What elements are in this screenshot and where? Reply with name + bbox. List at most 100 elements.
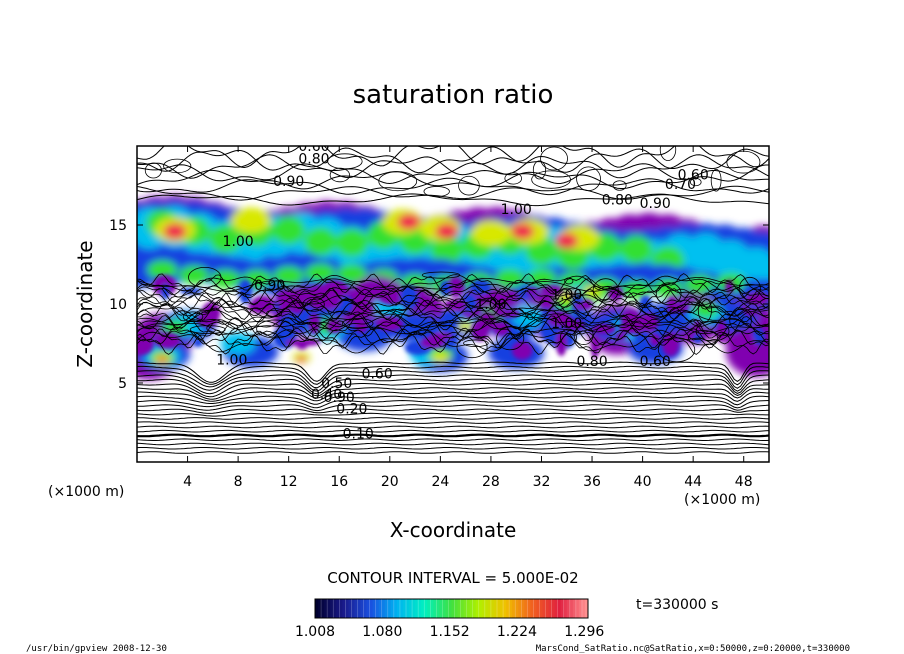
saturation-blob <box>305 263 336 283</box>
saturation-blob <box>238 279 253 305</box>
contour-line <box>137 387 769 400</box>
saturation-blob <box>511 305 547 328</box>
colorbar-cell <box>518 599 522 618</box>
colorbar-cell <box>378 599 383 618</box>
contour-loop <box>302 296 325 312</box>
contour-loop <box>163 158 192 174</box>
contour-loop <box>329 167 350 183</box>
colorbar-cell <box>506 599 510 618</box>
colorbar-tick-label: 1.152 <box>430 624 470 640</box>
colorbar-frame <box>314 598 589 619</box>
saturation-blob <box>591 336 600 359</box>
contour-line <box>137 395 769 406</box>
saturation-blob <box>155 332 181 349</box>
contour-line <box>137 391 769 402</box>
colorbar-tick-label: 1.224 <box>497 624 537 640</box>
contour-loop <box>559 328 577 347</box>
contour-label: 0.20 <box>336 401 367 417</box>
contour-line <box>137 412 769 417</box>
saturation-blob <box>157 356 168 363</box>
contour-label: 0.60 <box>298 139 329 155</box>
saturation-blob <box>163 223 187 240</box>
contour-label: 0.50 <box>321 376 352 392</box>
colorbar-cell <box>418 599 422 618</box>
colorbar-cell <box>381 599 386 618</box>
colorbar-cell <box>333 599 337 618</box>
contour-line <box>137 287 769 310</box>
contour-loop <box>710 168 722 192</box>
contour-label: 0.90 <box>640 196 671 212</box>
colorbar-cell <box>569 599 574 618</box>
colorbar-cell <box>369 599 374 618</box>
colorbar-cell <box>424 599 428 618</box>
contour-label: 1.00 <box>475 297 506 313</box>
x-tick-label: 24 <box>431 474 449 490</box>
saturation-blob <box>511 223 534 240</box>
x-axis-label: X-coordinate <box>390 518 517 542</box>
saturation-blob <box>147 260 178 280</box>
saturation-blob <box>378 289 406 305</box>
contour-label: 0.40 <box>311 387 342 403</box>
contour-loop <box>456 336 488 359</box>
contour-line <box>137 378 769 395</box>
colorbar-cell <box>399 599 404 618</box>
contour-line <box>137 429 769 433</box>
contour-label: 1.00 <box>551 316 582 332</box>
colorbar-cell <box>530 599 534 618</box>
contour-loop <box>504 172 523 185</box>
contour-label: 0.90 <box>254 278 285 294</box>
colorbar-cell <box>445 599 449 618</box>
contour-label: 1.00 <box>551 288 582 304</box>
footer-left: /usr/bin/gpview 2008-12-30 <box>26 644 167 654</box>
colorbar-cell <box>375 599 380 618</box>
contour-loop <box>327 153 363 170</box>
contour-line <box>137 278 769 296</box>
colorbar-cell <box>460 599 465 618</box>
contour-line <box>137 289 769 307</box>
colorbar-cell <box>318 599 322 618</box>
saturation-blob <box>735 333 755 354</box>
contour-loop <box>496 326 525 351</box>
contour-line <box>137 316 769 332</box>
colorbar-cell <box>475 599 480 618</box>
colorbar-cell <box>581 599 586 618</box>
colorbar-cell <box>366 599 371 618</box>
colorbar-cell <box>463 599 468 618</box>
contour-loop <box>458 175 480 196</box>
contour-loop <box>655 282 682 306</box>
x-tick-label: 28 <box>482 474 500 490</box>
colorbar-cell <box>372 599 377 618</box>
saturation-blob <box>716 319 727 343</box>
colorbar-cell <box>578 599 583 618</box>
colorbar-cell <box>354 599 358 618</box>
colorbar-cell <box>572 599 577 618</box>
contour-lines <box>137 146 769 454</box>
contour-line <box>137 408 769 414</box>
contour-label: 1.00 <box>501 202 532 218</box>
colorbar-cell <box>393 599 398 618</box>
contour-line <box>137 421 769 424</box>
colorbar-cell <box>387 599 392 618</box>
colorbar-cell <box>484 599 489 618</box>
colorbar-cell <box>442 599 446 618</box>
colorbar-cell <box>342 599 346 618</box>
saturation-blob <box>335 228 369 258</box>
contour-line <box>137 185 769 201</box>
saturation-blob <box>555 232 579 249</box>
saturation-blob <box>209 224 242 254</box>
contour-loop <box>532 160 547 180</box>
contour-line <box>137 332 769 355</box>
colorbar-cell <box>563 599 568 618</box>
contour-loop <box>729 308 752 332</box>
colorbar-cell <box>490 599 495 618</box>
x-tick-label: 20 <box>381 474 399 490</box>
colorbar-cell <box>406 599 410 618</box>
contour-label: 0.60 <box>362 367 393 383</box>
contour-line <box>137 447 769 450</box>
saturation-blob <box>662 332 680 357</box>
colorbar <box>314 599 589 618</box>
saturation-blob <box>621 280 652 300</box>
colorbar-cell <box>524 599 528 618</box>
